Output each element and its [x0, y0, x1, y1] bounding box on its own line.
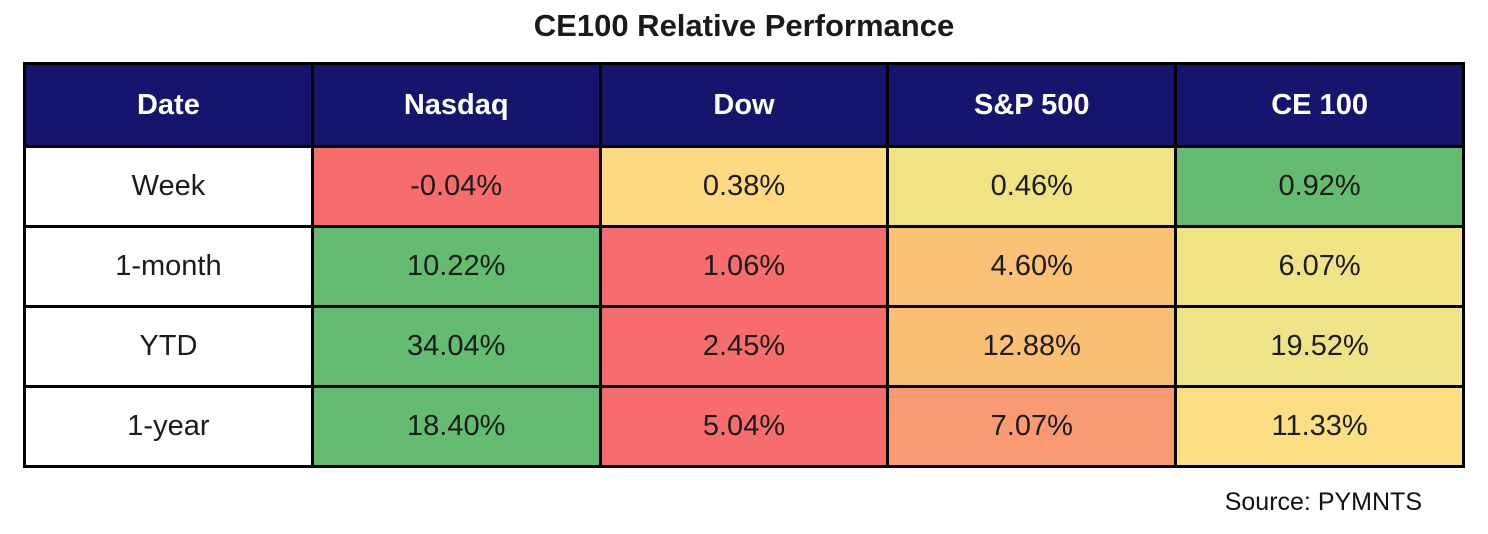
value-cell: 11.33%: [1174, 385, 1465, 468]
row-label: YTD: [23, 305, 314, 388]
value-cell: 0.92%: [1174, 145, 1465, 228]
row-label: 1-month: [23, 225, 314, 308]
value-cell: 2.45%: [598, 305, 890, 388]
table-body: Week -0.04% 0.38% 0.46% 0.92% 1-month 10.22% 1.…: [23, 145, 1465, 468]
performance-table: Date Nasdaq Dow S&P 500 CE 100 Week -0.04% 0.3…: [23, 62, 1465, 468]
source-attribution: Source: PYMNTS: [1224, 488, 1422, 516]
value-cell: 10.22%: [310, 225, 602, 308]
page-title: CE100 Relative Performance: [533, 8, 955, 43]
table-row: 1-year 18.40% 5.04% 7.07% 11.33%: [23, 385, 1465, 468]
row-label: Week: [23, 145, 314, 228]
table-header: Date Nasdaq Dow S&P 500 CE 100: [23, 62, 1465, 148]
table-row: Week -0.04% 0.38% 0.46% 0.92%: [23, 145, 1465, 228]
column-header-dow: Dow: [598, 62, 890, 148]
value-cell: 34.04%: [310, 305, 602, 388]
value-cell: 0.38%: [598, 145, 890, 228]
value-cell: 12.88%: [886, 305, 1178, 388]
column-header-s-p-500: S&P 500: [886, 62, 1178, 148]
value-cell: 4.60%: [886, 225, 1178, 308]
value-cell: 7.07%: [886, 385, 1178, 468]
value-cell: -0.04%: [310, 145, 602, 228]
column-header-nasdaq: Nasdaq: [310, 62, 602, 148]
value-cell: 1.06%: [598, 225, 890, 308]
row-label: 1-year: [23, 385, 314, 468]
column-header-date: Date: [23, 62, 314, 148]
column-header-ce-100: CE 100: [1174, 62, 1465, 148]
value-cell: 19.52%: [1174, 305, 1465, 388]
value-cell: 6.07%: [1174, 225, 1465, 308]
table-row: YTD 34.04% 2.45% 12.88% 19.52%: [23, 305, 1465, 388]
table-row: 1-month 10.22% 1.06% 4.60% 6.07%: [23, 225, 1465, 308]
value-cell: 5.04%: [598, 385, 890, 468]
table-header-row: Date Nasdaq Dow S&P 500 CE 100: [23, 62, 1465, 148]
value-cell: 0.46%: [886, 145, 1178, 228]
value-cell: 18.40%: [310, 385, 602, 468]
